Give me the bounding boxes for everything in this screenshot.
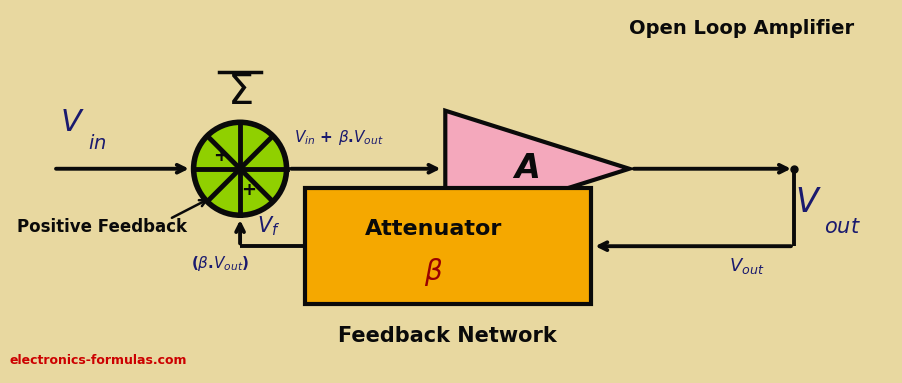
- Text: +: +: [241, 181, 256, 199]
- Text: A: A: [515, 152, 540, 185]
- Text: $\beta$: $\beta$: [424, 256, 443, 288]
- Text: +: +: [213, 147, 228, 165]
- Text: Open Loop Amplifier: Open Loop Amplifier: [630, 19, 854, 38]
- Text: Positive Feedback: Positive Feedback: [17, 218, 188, 236]
- FancyBboxPatch shape: [305, 188, 591, 304]
- Circle shape: [194, 122, 287, 215]
- Text: Attenuator: Attenuator: [364, 219, 502, 239]
- Text: $\mathit{out}$: $\mathit{out}$: [824, 217, 861, 237]
- Text: $\mathit{V_f}$: $\mathit{V_f}$: [257, 214, 281, 238]
- Text: Feedback Network: Feedback Network: [338, 326, 557, 345]
- Text: electronics-formulas.com: electronics-formulas.com: [10, 354, 188, 367]
- Text: $\mathit{V_{out}}$: $\mathit{V_{out}}$: [730, 256, 765, 276]
- Polygon shape: [446, 111, 630, 227]
- Text: $\mathit{V_{in}}$ + $\beta$.$\mathit{V_{out}}$: $\mathit{V_{in}}$ + $\beta$.$\mathit{V_{…: [294, 128, 384, 147]
- Text: $\mathit{V}$: $\mathit{V}$: [60, 108, 85, 137]
- Text: $\mathit{V}$: $\mathit{V}$: [795, 186, 822, 219]
- Text: $\mathit{in}$: $\mathit{in}$: [87, 134, 106, 153]
- Text: ($\beta$.$\mathit{V_{out}}$): ($\beta$.$\mathit{V_{out}}$): [191, 254, 250, 273]
- Text: $\Sigma$: $\Sigma$: [227, 70, 253, 113]
